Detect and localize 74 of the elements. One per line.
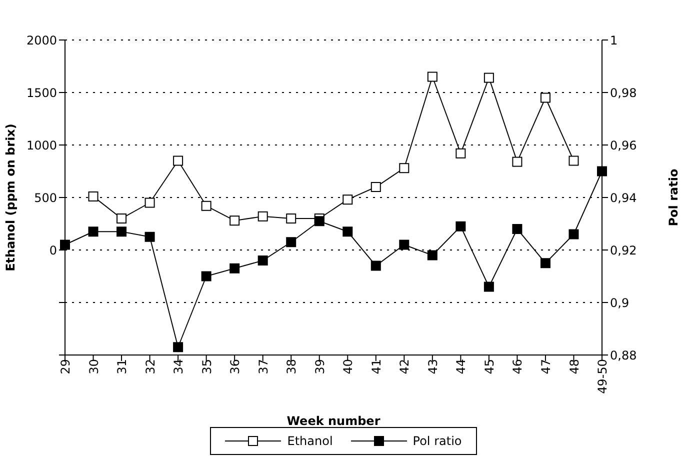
y2-tick-label: 0,9 [610, 296, 630, 310]
point [568, 156, 579, 166]
y-tick-label: 500 [34, 190, 57, 205]
point [568, 229, 579, 240]
y2-tick-label: 1 [610, 33, 618, 48]
point [484, 72, 494, 83]
point [427, 250, 438, 260]
x-tick-label: 30 [86, 359, 101, 374]
point [258, 211, 268, 222]
point [201, 200, 212, 211]
legend-label: Ethanol [287, 434, 333, 448]
x-tick-label: 46 [510, 359, 525, 374]
point [258, 256, 268, 266]
y-tick-label: 1000 [26, 138, 57, 152]
point [342, 226, 353, 237]
x-tick-label: 48 [567, 359, 582, 374]
point [597, 166, 607, 176]
y-tick-label: 1500 [26, 86, 57, 100]
point [484, 282, 494, 292]
y2-tick-label: 0,88 [610, 348, 637, 362]
point [116, 226, 127, 237]
point [60, 240, 70, 250]
x-tick-label: 42 [398, 359, 412, 374]
x-tick-label: 45 [482, 359, 496, 374]
x-tick-label: 40 [341, 359, 356, 374]
x-tick-label: 36 [228, 359, 242, 374]
point [342, 194, 353, 205]
x-axis-title: Week number [286, 414, 380, 428]
point [540, 92, 550, 103]
point [399, 240, 410, 250]
point [201, 271, 212, 282]
x-tick-label: 37 [256, 359, 270, 374]
point [512, 156, 522, 167]
x-tick-label: 34 [172, 359, 186, 374]
point [144, 198, 155, 208]
point [230, 216, 240, 226]
point [144, 232, 155, 242]
x-tick-label: 44 [454, 359, 468, 374]
point [286, 214, 296, 224]
x-tick-label: 47 [538, 359, 553, 374]
y2-tick-label: 0,96 [610, 138, 637, 152]
y-tick-label: 0 [49, 243, 57, 258]
point [230, 263, 240, 274]
point [286, 237, 296, 248]
point [399, 163, 410, 174]
x-tick-label: 41 [369, 359, 384, 374]
y-axis-title: Ethanol (ppm on brix) [3, 124, 18, 272]
x-tick-label: 38 [284, 359, 299, 374]
point [370, 260, 381, 271]
x-tick-label: 32 [143, 359, 158, 374]
x-tick-label: 31 [115, 359, 130, 374]
legend-label: Pol ratio [412, 434, 462, 448]
y-tick-label: 2000 [26, 33, 57, 48]
point [88, 191, 98, 202]
point [173, 342, 184, 352]
point [427, 72, 438, 82]
y2-tick-label: 0,98 [610, 86, 637, 100]
point [88, 226, 98, 237]
point [173, 156, 184, 166]
y2-tick-label: 0,94 [610, 190, 637, 205]
x-tick-label: 35 [200, 359, 214, 374]
point [512, 224, 522, 234]
x-tick-label: 43 [426, 359, 440, 374]
point [314, 216, 324, 226]
point [116, 214, 127, 224]
point [456, 221, 466, 232]
y2-tick-label: 0,92 [610, 243, 637, 258]
x-tick-label: 29 [58, 359, 73, 374]
x-tick-label: 39 [312, 359, 327, 374]
x-tick-label: 49-50 [596, 359, 610, 394]
point [370, 182, 381, 192]
y2-axis-title: Pol ratio [666, 168, 680, 226]
point [456, 148, 466, 158]
point [540, 258, 550, 268]
